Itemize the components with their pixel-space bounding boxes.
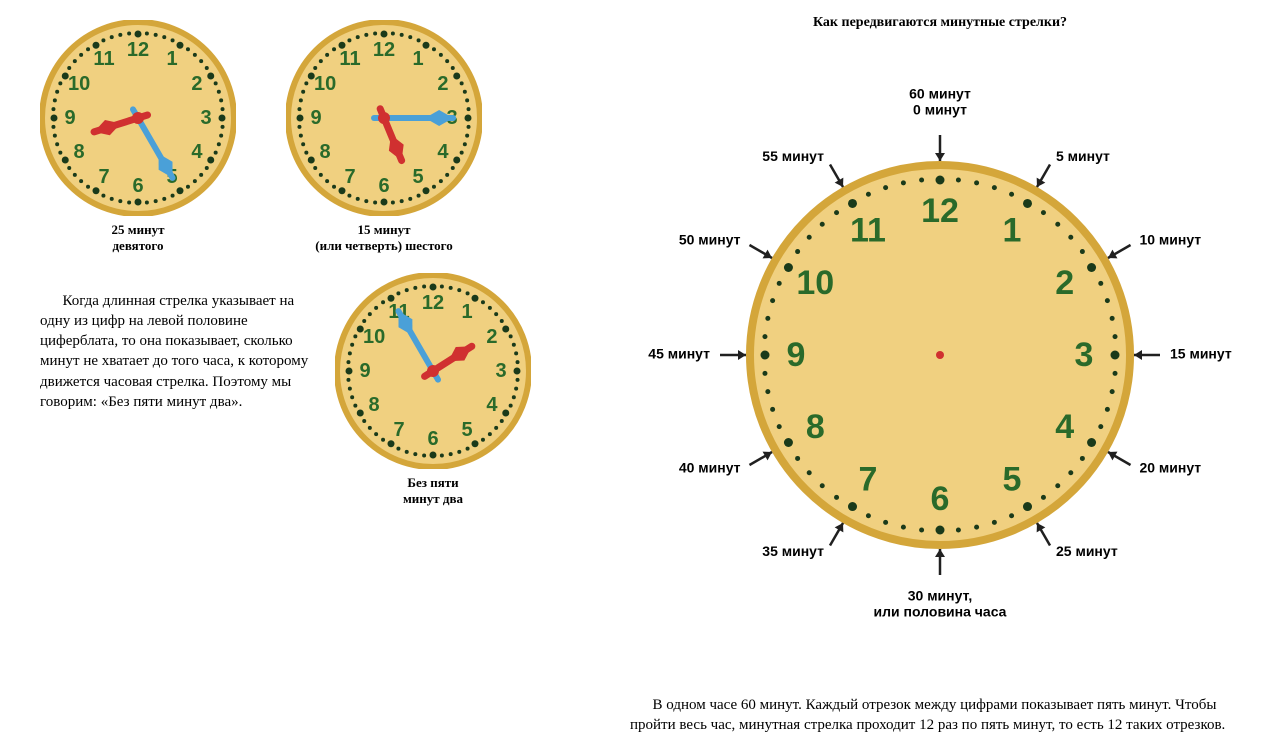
svg-text:12: 12 — [422, 292, 444, 314]
svg-text:8: 8 — [74, 141, 85, 163]
svg-text:10: 10 — [796, 264, 834, 302]
svg-text:10 минут: 10 минут — [1139, 232, 1201, 248]
svg-text:10: 10 — [363, 326, 385, 348]
right-paragraph: В одном часе 60 минут. Каждый отрезок ме… — [630, 695, 1250, 736]
svg-text:5: 5 — [461, 418, 472, 440]
big-clock: 12345678910111260 минут0 минут5 минут10 … — [630, 45, 1250, 665]
svg-text:10: 10 — [68, 73, 90, 95]
clock-3-caption: Без пятиминут два — [403, 475, 463, 508]
svg-text:12: 12 — [373, 39, 395, 61]
svg-text:9: 9 — [310, 107, 321, 129]
svg-text:55 минут: 55 минут — [762, 148, 824, 164]
svg-text:2: 2 — [1055, 264, 1074, 302]
svg-text:7: 7 — [344, 166, 355, 188]
svg-text:8: 8 — [320, 141, 331, 163]
clock-2: 123456789101112 15 минут(или четверть) ш… — [286, 20, 482, 255]
svg-text:3: 3 — [1075, 336, 1094, 374]
clock-1: 123456789101112 25 минутдевятого — [40, 20, 236, 255]
svg-text:50 минут: 50 минут — [679, 232, 741, 248]
svg-text:2: 2 — [437, 73, 448, 95]
svg-text:11: 11 — [93, 48, 114, 70]
svg-text:1: 1 — [166, 48, 177, 70]
svg-text:40 минут: 40 минут — [679, 460, 741, 476]
svg-text:6: 6 — [427, 428, 438, 450]
svg-text:10: 10 — [314, 73, 336, 95]
svg-text:11: 11 — [339, 48, 360, 70]
clock-2-caption: 15 минут(или четверть) шестого — [315, 222, 453, 255]
svg-text:9: 9 — [787, 336, 806, 374]
svg-text:11: 11 — [850, 211, 886, 249]
svg-text:6: 6 — [378, 175, 389, 197]
clock-3: 123456789101112 Без пятиминут два — [335, 273, 531, 508]
svg-text:9: 9 — [359, 360, 370, 382]
svg-text:4: 4 — [1055, 408, 1074, 446]
clock-3-face: 123456789101112 — [335, 273, 531, 469]
svg-text:или половина часа: или половина часа — [874, 604, 1007, 620]
svg-text:25 минут: 25 минут — [1056, 543, 1118, 559]
svg-text:1: 1 — [461, 301, 472, 323]
svg-text:4: 4 — [191, 141, 203, 163]
right-title: Как передвигаются минутные стрелки? — [630, 15, 1250, 31]
svg-text:5: 5 — [1003, 461, 1022, 499]
svg-text:4: 4 — [486, 394, 498, 416]
svg-text:2: 2 — [191, 73, 202, 95]
clock-1-face: 123456789101112 — [40, 20, 236, 216]
svg-text:5 минут: 5 минут — [1056, 148, 1110, 164]
svg-text:12: 12 — [127, 39, 149, 61]
svg-text:20 минут: 20 минут — [1139, 460, 1201, 476]
svg-text:15 минут: 15 минут — [1170, 346, 1232, 362]
svg-text:30 минут,: 30 минут, — [908, 588, 973, 604]
svg-text:35 минут: 35 минут — [762, 543, 824, 559]
svg-text:45 минут: 45 минут — [648, 346, 710, 362]
svg-text:1: 1 — [412, 48, 423, 70]
clock-1-caption: 25 минутдевятого — [112, 222, 165, 255]
svg-text:4: 4 — [437, 141, 449, 163]
svg-text:1: 1 — [1003, 211, 1022, 249]
svg-text:5: 5 — [412, 166, 423, 188]
svg-text:7: 7 — [393, 418, 404, 440]
svg-text:7: 7 — [859, 461, 878, 499]
svg-text:7: 7 — [98, 166, 109, 188]
svg-text:8: 8 — [806, 408, 825, 446]
svg-text:0 минут: 0 минут — [913, 102, 967, 118]
left-paragraph: Когда длинная стрелка указывает на одну … — [40, 291, 320, 413]
svg-text:2: 2 — [486, 326, 497, 348]
svg-text:9: 9 — [64, 107, 75, 129]
svg-text:60 минут: 60 минут — [909, 86, 971, 102]
svg-text:6: 6 — [931, 480, 950, 518]
svg-text:3: 3 — [200, 107, 211, 129]
svg-text:12: 12 — [921, 192, 959, 230]
svg-text:6: 6 — [132, 175, 143, 197]
clock-2-face: 123456789101112 — [286, 20, 482, 216]
svg-text:8: 8 — [369, 394, 380, 416]
svg-text:3: 3 — [495, 360, 506, 382]
